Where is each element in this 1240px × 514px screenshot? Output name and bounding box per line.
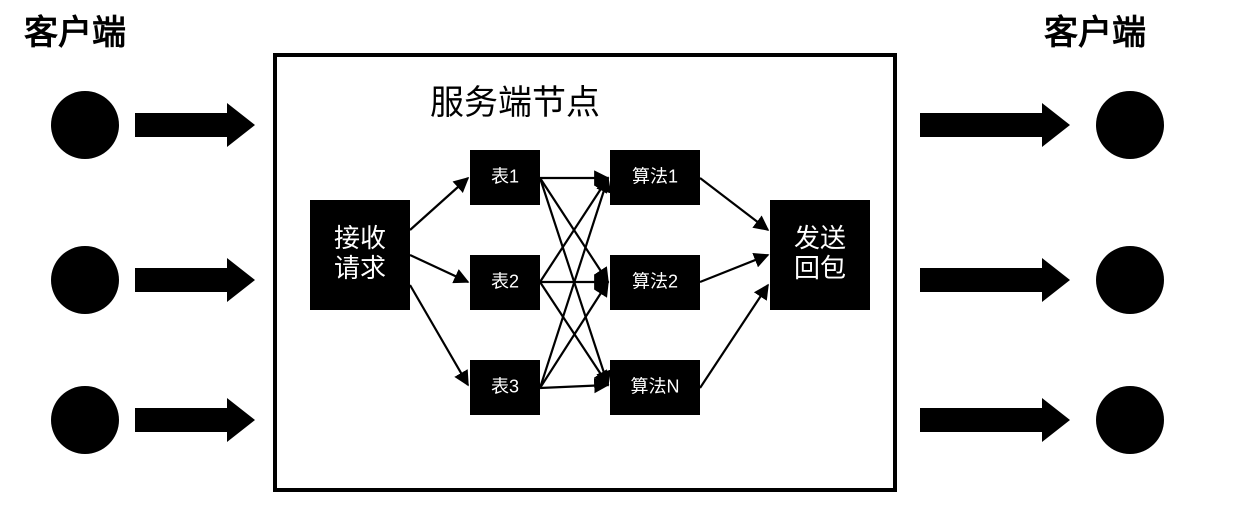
server-box-title: 服务端节点 [430,84,600,122]
svg-text:算法1: 算法1 [632,166,678,186]
client-right-3 [1096,386,1164,454]
svg-text:请求: 请求 [334,253,386,283]
client-right-2 [1096,246,1164,314]
client-left-1 [51,91,119,159]
svg-text:算法N: 算法N [631,376,680,396]
header-right: 客户端 [1044,13,1146,52]
header-left: 客户端 [24,13,126,52]
svg-text:接收: 接收 [334,223,386,253]
svg-text:算法2: 算法2 [632,271,678,291]
client-left-3 [51,386,119,454]
svg-text:表3: 表3 [491,376,519,396]
client-right-1 [1096,91,1164,159]
svg-text:回包: 回包 [794,253,846,283]
svg-text:表1: 表1 [491,166,519,186]
svg-text:表2: 表2 [491,271,519,291]
svg-text:发送: 发送 [794,223,846,253]
diagram-canvas: 客户端 客户端服务端节点接收请求 发送回包 表1 表2 表3 算法1 算法2 算法N [0,0,1240,514]
client-left-2 [51,246,119,314]
